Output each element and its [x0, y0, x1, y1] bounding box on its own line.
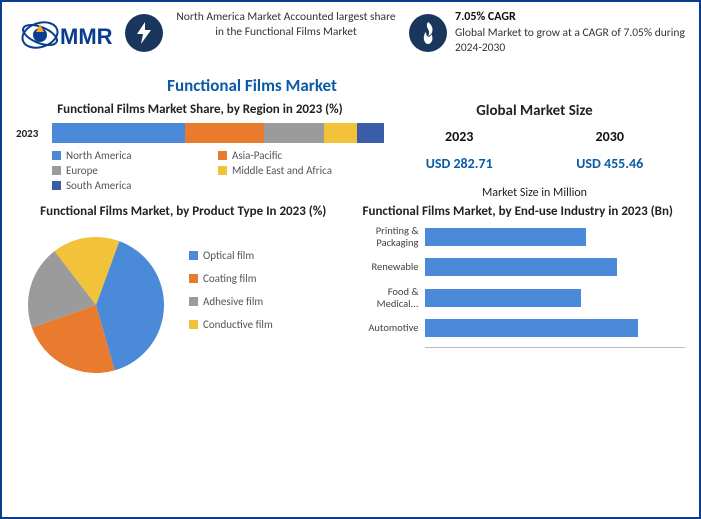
svg-text:MMR: MMR [60, 24, 113, 49]
bottom-row: Functional Films Market, by Product Type… [2, 200, 699, 380]
stacked-seg [264, 123, 324, 143]
fact-block-cagr: 7.05% CAGR Global Market to grow at a CA… [401, 10, 685, 55]
hbar-chart-title: Functional Films Market, by End-use Indu… [351, 204, 686, 219]
ms-val2: USD 455.46 [576, 155, 643, 172]
hbar-track [425, 289, 686, 307]
legend-label: Middle East and Africa [232, 164, 332, 177]
legend-swatch [52, 151, 61, 160]
market-size-years: 2023 2030 [384, 128, 685, 145]
pie-chart-title: Functional Films Market, by Product Type… [16, 204, 351, 219]
legend-swatch [189, 251, 198, 260]
hbar-track [425, 228, 686, 246]
hbar-row: Renewable [351, 258, 686, 276]
fact2-text: 7.05% CAGR Global Market to grow at a CA… [455, 10, 685, 55]
stacked-seg [357, 123, 384, 143]
mid-row: Functional Films Market Share, by Region… [2, 102, 699, 200]
legend-item: Coating film [189, 272, 351, 285]
legend-label: Europe [66, 164, 98, 177]
ms-val1: USD 282.71 [426, 155, 493, 172]
legend-label: Adhesive film [203, 295, 263, 308]
pie-legend: Optical film Coating film Adhesive film Con… [181, 225, 351, 380]
market-size-values: USD 282.71 USD 455.46 [384, 155, 685, 172]
hbar-label: Renewable [351, 261, 425, 273]
fact1-text: North America Market Accounted largest s… [171, 10, 401, 40]
stacked-bar-wrap: 2023 [16, 123, 384, 143]
ms-year1: 2023 [445, 128, 473, 145]
mmr-logo: MMR [12, 10, 117, 65]
hbar-row: Food & Medical... [351, 286, 686, 309]
legend-swatch [52, 166, 61, 175]
hbar-fill [425, 228, 587, 246]
flame-icon [409, 14, 447, 52]
hbar-label: Printing & Packaging [351, 225, 425, 248]
legend-swatch [189, 297, 198, 306]
region-chart: Functional Films Market Share, by Region… [16, 102, 384, 200]
header: MMR North America Market Accounted large… [2, 2, 699, 69]
legend-item: North America [52, 149, 218, 162]
legend-label: Conductive film [203, 318, 273, 331]
region-chart-title: Functional Films Market Share, by Region… [16, 102, 384, 117]
legend-item: Conductive film [189, 318, 351, 331]
stacked-seg [324, 123, 357, 143]
legend-swatch [52, 181, 61, 190]
hbar-label: Food & Medical... [351, 286, 425, 309]
legend-label: South America [66, 179, 131, 192]
bolt-icon [125, 14, 163, 52]
legend-swatch [218, 166, 227, 175]
legend-item: Europe [52, 164, 218, 177]
legend-item: Middle East and Africa [218, 164, 384, 177]
hbar-chart-block: Functional Films Market, by End-use Indu… [351, 204, 686, 380]
market-size-title: Global Market Size [384, 102, 685, 120]
hbar-label: Automotive [351, 322, 425, 334]
ms-year2: 2030 [596, 128, 624, 145]
hbar-track [425, 258, 686, 276]
hbar-axis [425, 347, 686, 348]
page-title: Functional Films Market [102, 75, 402, 96]
hbar-fill [425, 289, 581, 307]
legend-label: North America [66, 149, 132, 162]
legend-label: Optical film [203, 249, 254, 262]
pie-chart [16, 225, 181, 380]
stacked-bar [52, 123, 384, 143]
stacked-seg [52, 123, 185, 143]
hbar-track [425, 319, 686, 337]
legend-swatch [218, 151, 227, 160]
hbar-rows: Printing & Packaging Renewable Food & Medi… [351, 225, 686, 337]
fact2-body: Global Market to grow at a CAGR of 7.05%… [455, 26, 685, 56]
stacked-seg [185, 123, 265, 143]
market-size-block: Global Market Size 2023 2030 USD 282.71 … [384, 102, 685, 200]
pie-chart-block: Functional Films Market, by Product Type… [16, 204, 351, 380]
hbar-fill [425, 258, 618, 276]
hbar-row: Automotive [351, 319, 686, 337]
market-size-unit: Market Size in Million [384, 186, 685, 200]
region-legend: North America Asia-Pacific Europe Middle Ea… [16, 149, 384, 194]
legend-swatch [189, 274, 198, 283]
legend-swatch [189, 320, 198, 329]
legend-item: Asia-Pacific [218, 149, 384, 162]
legend-label: Coating film [203, 272, 257, 285]
hbar-row: Printing & Packaging [351, 225, 686, 248]
fact2-title: 7.05% CAGR [455, 10, 685, 26]
region-axis-label: 2023 [16, 127, 52, 140]
legend-item: Optical film [189, 249, 351, 262]
legend-label: Asia-Pacific [232, 149, 282, 162]
legend-item: South America [52, 179, 218, 192]
hbar-fill [425, 319, 639, 337]
fact-block-region: North America Market Accounted largest s… [117, 10, 401, 52]
legend-item: Adhesive film [189, 295, 351, 308]
